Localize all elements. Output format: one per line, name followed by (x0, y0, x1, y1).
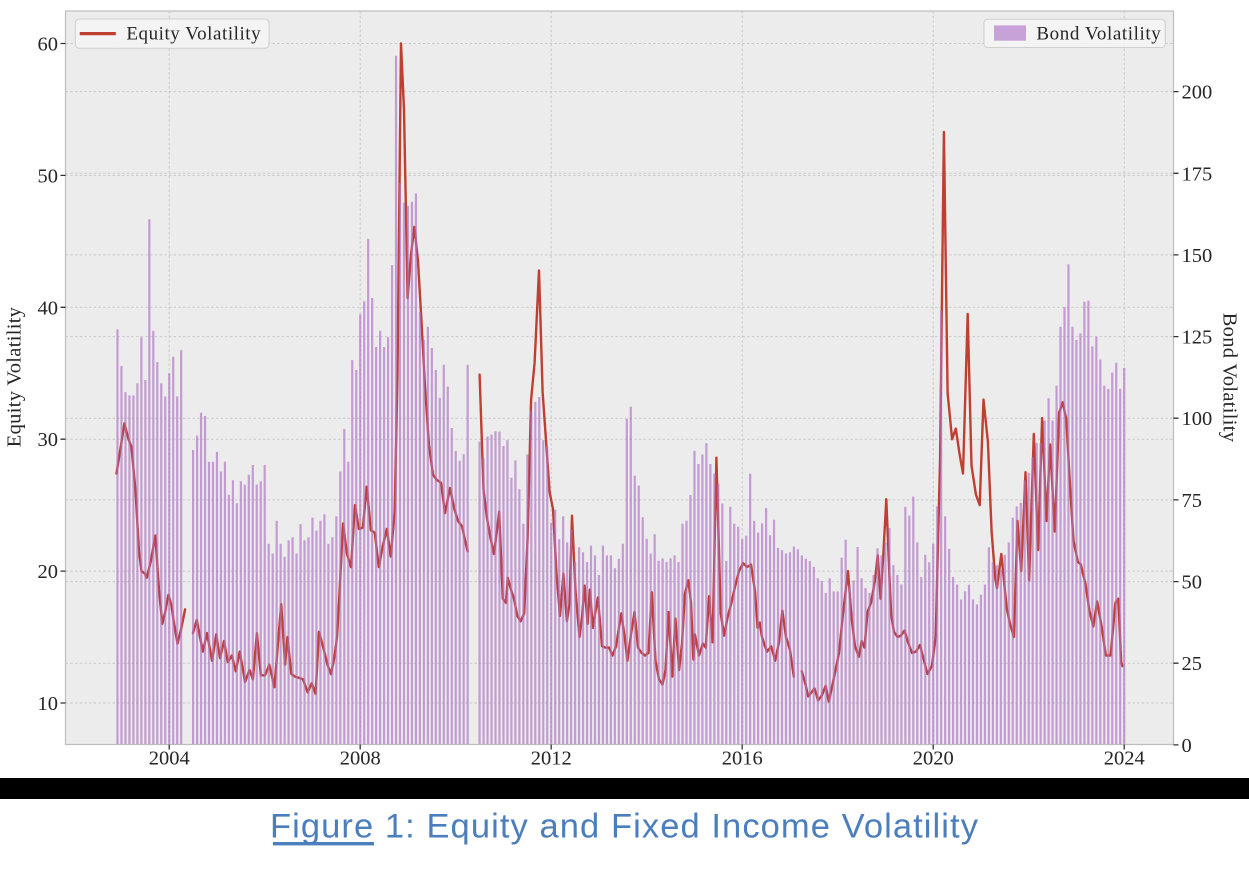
svg-text:30: 30 (38, 429, 59, 451)
svg-text:Bond Volatility: Bond Volatility (1219, 313, 1241, 443)
svg-text:2012: 2012 (531, 747, 572, 769)
svg-text:100: 100 (1182, 408, 1213, 430)
svg-text:50: 50 (38, 165, 59, 187)
svg-text:60: 60 (38, 34, 59, 56)
svg-text:2004: 2004 (149, 747, 190, 769)
svg-text:2008: 2008 (340, 747, 381, 769)
svg-text:175: 175 (1182, 163, 1213, 185)
svg-text:50: 50 (1182, 572, 1203, 594)
svg-text:Bond Volatility: Bond Volatility (1036, 24, 1161, 45)
svg-text:125: 125 (1182, 327, 1213, 349)
svg-text:25: 25 (1182, 653, 1203, 675)
svg-text:Equity Volatility: Equity Volatility (126, 24, 261, 45)
svg-text:75: 75 (1182, 490, 1203, 512)
svg-text:0: 0 (1182, 735, 1192, 757)
svg-text:150: 150 (1182, 245, 1213, 267)
svg-text:200: 200 (1182, 82, 1213, 104)
svg-text:2016: 2016 (722, 747, 763, 769)
svg-text:10: 10 (38, 693, 59, 715)
svg-text:2020: 2020 (913, 747, 954, 769)
svg-text:20: 20 (38, 561, 59, 583)
svg-text:40: 40 (38, 297, 59, 319)
svg-text:Equity Volatility: Equity Volatility (4, 306, 26, 447)
svg-text:Figure 1: Equity and Fixed Inc: Figure 1: Equity and Fixed Income Volati… (270, 808, 979, 846)
svg-text:2024: 2024 (1104, 747, 1145, 769)
